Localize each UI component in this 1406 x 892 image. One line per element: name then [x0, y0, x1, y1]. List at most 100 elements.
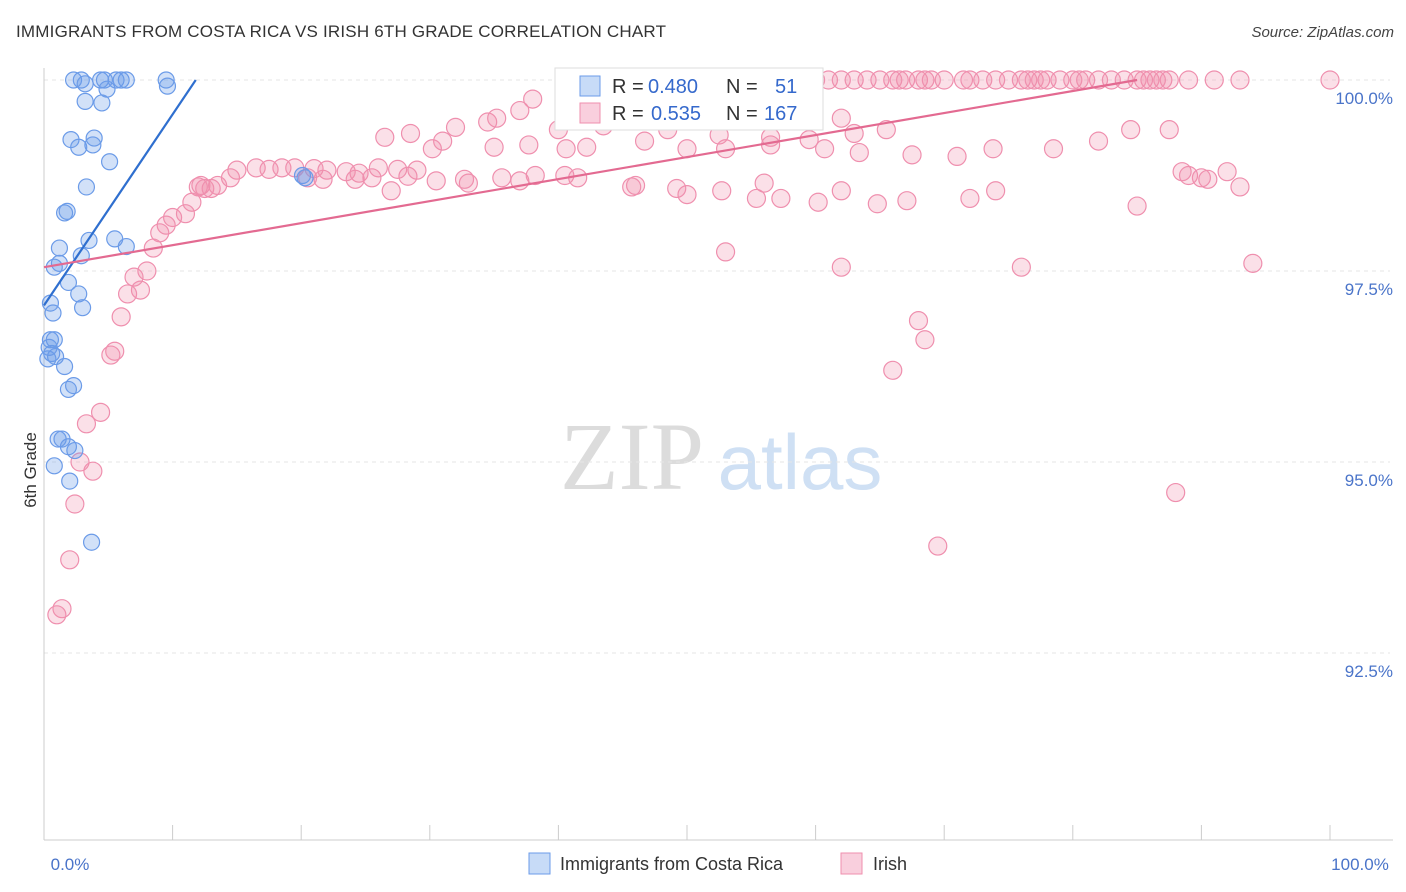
costa-rica-point — [73, 299, 92, 317]
irish-point — [175, 204, 196, 224]
irish-point — [1230, 177, 1250, 197]
costa-rica-point — [59, 380, 78, 399]
irish-point — [831, 257, 851, 277]
irish-point — [897, 191, 917, 211]
watermark: ZIP atlas — [560, 403, 882, 510]
irish-point — [771, 188, 791, 209]
legend-label-irish: Irish — [873, 854, 907, 874]
irish-point — [313, 169, 333, 189]
irish-point — [1191, 168, 1212, 188]
costa-rica-point — [59, 438, 78, 456]
costa-rica-point — [117, 71, 135, 89]
irish-point — [876, 120, 896, 140]
irish-point — [375, 127, 395, 147]
costa-rica-point — [158, 77, 177, 95]
stats-n-value-pink: 167 — [764, 103, 797, 125]
irish-point — [712, 181, 732, 201]
irish-point — [130, 280, 151, 300]
irish-point — [577, 137, 597, 157]
irish-point — [52, 599, 72, 619]
irish-point — [156, 215, 176, 235]
costa-rica-point — [77, 178, 96, 196]
costa-rica-point — [55, 357, 74, 376]
irish-point — [746, 188, 767, 209]
costa-rica-point — [296, 169, 314, 187]
irish-point — [117, 284, 138, 304]
irish-point — [831, 108, 851, 128]
costa-rica-point — [100, 153, 119, 171]
costa-rica-point — [61, 472, 79, 490]
irish-point — [519, 135, 539, 155]
y-tick-label: 100.0% — [1335, 89, 1393, 108]
costa-rica-point — [293, 166, 312, 185]
irish-point — [928, 536, 948, 556]
irish-point — [90, 402, 111, 422]
irish-point — [60, 550, 80, 570]
irish-point — [986, 181, 1006, 201]
y-tick-label: 92.5% — [1345, 662, 1393, 681]
irish-point — [1178, 70, 1199, 90]
irish-point — [983, 139, 1003, 159]
irish-point — [1088, 131, 1109, 151]
irish-point — [808, 192, 828, 212]
irish-point — [867, 194, 887, 214]
costa-rica-point — [50, 239, 69, 257]
costa-rica-point — [84, 136, 102, 154]
series-legend: Immigrants from Costa Rica Irish — [528, 852, 907, 875]
stats-r-label-blue: R = — [612, 76, 644, 98]
irish-point — [1031, 70, 1051, 90]
irish-point — [1146, 70, 1166, 90]
irish-point — [433, 131, 453, 151]
irish-point — [445, 117, 466, 137]
irish-point — [484, 137, 504, 157]
axes — [43, 68, 1393, 841]
irish-point — [201, 178, 221, 199]
stats-swatch-pink — [579, 102, 601, 124]
irish-point — [986, 70, 1006, 90]
irish-point — [1243, 253, 1263, 273]
irish-point — [1198, 169, 1218, 189]
irish-point — [1217, 162, 1237, 182]
irish-point — [902, 145, 922, 165]
irish-point — [1121, 120, 1141, 140]
irish-point — [1159, 120, 1179, 140]
costa-rica-point — [157, 71, 175, 89]
irish-point — [849, 142, 869, 163]
irish-point — [182, 192, 202, 212]
costa-rica-point — [44, 304, 62, 322]
irish-point — [1320, 70, 1340, 90]
irish-point — [883, 360, 903, 380]
irish-point — [754, 173, 774, 193]
irish-point — [1011, 257, 1031, 277]
irish-point — [458, 173, 478, 193]
irish-point — [492, 168, 512, 188]
costa-rica-point — [82, 533, 101, 551]
irish-point — [1127, 196, 1147, 216]
costa-rica-point — [70, 138, 88, 156]
irish-point — [510, 100, 530, 121]
stats-n-label-blue: N = — [726, 76, 758, 98]
irish-point — [381, 181, 401, 201]
costa-rica-point — [117, 237, 135, 256]
irish-trend-line — [43, 78, 1138, 269]
irish-point — [831, 181, 851, 201]
irish-point — [47, 605, 67, 625]
irish-point — [1172, 162, 1192, 182]
irish-point — [398, 166, 418, 186]
y-tick-label: 97.5% — [1345, 280, 1393, 299]
irish-point — [362, 168, 382, 188]
irish-point — [1153, 70, 1173, 90]
irish-point — [715, 242, 736, 262]
trend-lines — [43, 78, 1138, 306]
irish-point — [1043, 139, 1064, 159]
irish-point — [844, 70, 864, 90]
irish-point — [525, 165, 545, 186]
costa-rica-point — [76, 92, 94, 110]
irish-point — [523, 89, 543, 109]
irish-point — [870, 70, 890, 90]
irish-point — [400, 123, 421, 144]
costa-rica-point — [112, 71, 130, 89]
irish-point — [556, 139, 576, 159]
irish-point — [947, 146, 967, 166]
irish-point — [677, 185, 697, 205]
